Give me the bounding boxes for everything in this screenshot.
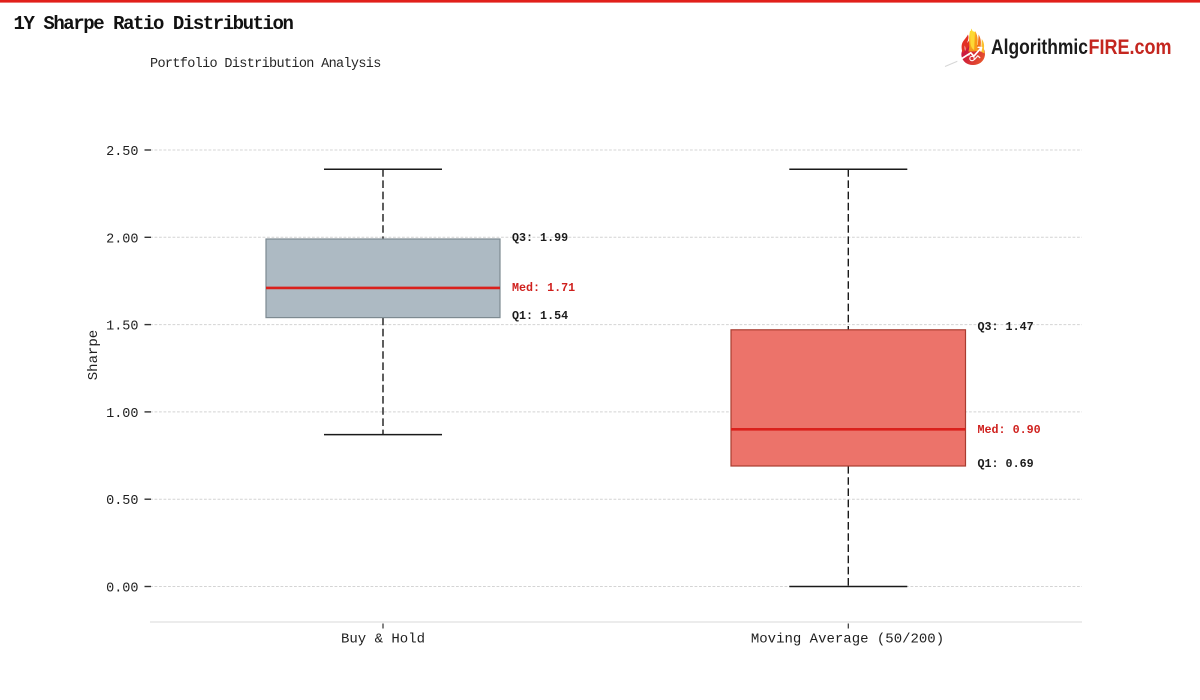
- svg-text:Sharpe: Sharpe: [86, 330, 102, 380]
- svg-text:Med: 0.90: Med: 0.90: [978, 423, 1041, 437]
- svg-text:2.50: 2.50: [106, 145, 138, 160]
- svg-text:Q1: 0.69: Q1: 0.69: [978, 457, 1034, 471]
- svg-text:Algorithmic: Algorithmic: [991, 35, 1088, 59]
- svg-text:0.00: 0.00: [106, 582, 138, 597]
- svg-text:Portfolio Distribution Analysi: Portfolio Distribution Analysis: [150, 57, 381, 72]
- svg-text:2.00: 2.00: [106, 232, 138, 247]
- svg-text:Q1: 1.54: Q1: 1.54: [512, 309, 568, 323]
- svg-text:Buy & Hold: Buy & Hold: [341, 632, 425, 648]
- svg-text:1.50: 1.50: [106, 320, 138, 335]
- svg-text:Moving Average (50/200): Moving Average (50/200): [751, 632, 944, 648]
- svg-text:0.50: 0.50: [106, 494, 138, 509]
- svg-text:Q3: 1.47: Q3: 1.47: [978, 320, 1034, 334]
- svg-text:Q3: 1.99: Q3: 1.99: [512, 231, 568, 245]
- svg-text:1.00: 1.00: [106, 407, 138, 422]
- svg-text:1Y Sharpe Ratio Distribution: 1Y Sharpe Ratio Distribution: [14, 13, 294, 35]
- svg-text:FIRE.com: FIRE.com: [1089, 35, 1172, 59]
- svg-text:Med: 1.71: Med: 1.71: [512, 281, 575, 295]
